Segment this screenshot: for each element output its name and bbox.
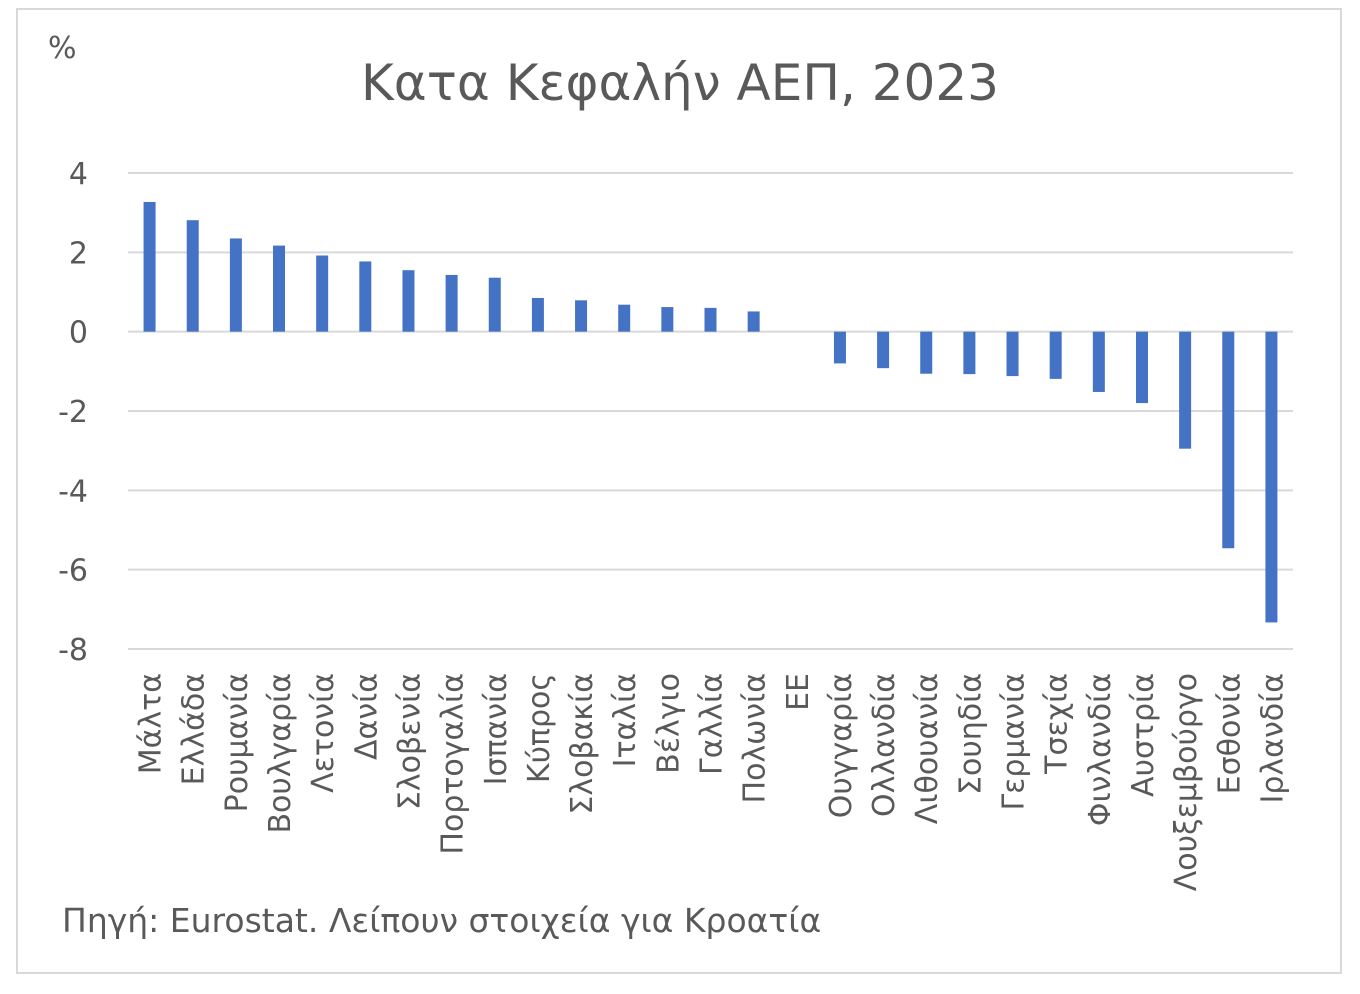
x-tick-label: Ρουμανία	[220, 673, 255, 812]
bar	[661, 307, 674, 332]
bar	[531, 297, 544, 332]
x-tick-label: Σουηδία	[953, 673, 988, 795]
x-tick-label: Γαλλία	[695, 673, 730, 775]
bar	[273, 245, 286, 332]
bar	[963, 331, 976, 375]
x-tick-label: Μάλτα	[134, 673, 169, 774]
bar	[143, 201, 156, 332]
bar	[488, 277, 501, 332]
x-tick-label: Λετονία	[306, 673, 341, 793]
bar	[704, 307, 717, 332]
bar	[1092, 331, 1105, 392]
y-axis-unit-label: %	[48, 31, 77, 66]
x-tick-label: Εσθονία	[1212, 673, 1247, 794]
x-tick-label: Ισπανία	[479, 673, 514, 785]
bar	[1222, 331, 1235, 549]
x-tick-label: Αυστρία	[1126, 673, 1161, 797]
y-tick-label: 4	[69, 157, 88, 192]
chart-frame	[16, 8, 1342, 974]
bar	[877, 331, 890, 369]
x-tick-label: ΕΕ	[781, 673, 816, 711]
x-tick-label: Βέλγιο	[651, 673, 686, 774]
bar	[1135, 331, 1148, 404]
x-tick-label: Λιθουανία	[910, 673, 945, 824]
bar	[1006, 331, 1019, 377]
x-tick-label: Σλοβακία	[565, 673, 600, 815]
bar	[445, 274, 458, 332]
bar	[1049, 331, 1062, 379]
y-tick-label: 2	[69, 236, 88, 271]
x-tick-label: Ιταλία	[608, 673, 643, 767]
bar	[402, 270, 415, 332]
x-tick-label: Ελλάδα	[177, 673, 212, 785]
bar	[833, 331, 846, 364]
x-tick-label: Δανία	[349, 673, 384, 760]
bar	[229, 238, 242, 332]
bar	[1265, 331, 1278, 623]
bar	[618, 304, 631, 332]
y-tick-label: -2	[58, 395, 88, 430]
x-tick-label: Λουξεμβούργο	[1169, 673, 1204, 891]
bar	[575, 300, 588, 332]
x-tick-label: Πολωνία	[738, 673, 773, 803]
bar	[359, 261, 372, 332]
y-tick-label: -6	[58, 554, 88, 589]
y-tick-label: -4	[58, 474, 88, 509]
x-tick-label: Ολλανδία	[867, 673, 902, 817]
x-tick-label: Ουγγαρία	[824, 673, 859, 818]
bar	[920, 331, 933, 374]
x-tick-label: Φινλανδία	[1083, 673, 1118, 826]
x-tick-label: Ιρλανδία	[1255, 673, 1290, 803]
bar	[1179, 331, 1192, 449]
bar	[186, 220, 199, 332]
x-tick-label: Κύπρος	[522, 673, 557, 783]
x-tick-label: Πορτογαλία	[436, 673, 471, 855]
x-tick-label: Βουλγαρία	[263, 673, 298, 834]
source-note: Πηγή: Eurostat. Λείπουν στοιχεία για Κρο…	[62, 901, 821, 940]
bar	[747, 311, 760, 332]
x-tick-label: Σλοβενία	[392, 673, 427, 810]
x-tick-label: Γερμανία	[997, 673, 1032, 811]
y-tick-label: 0	[69, 316, 88, 351]
bar	[316, 255, 329, 332]
x-tick-label: Τσεχία	[1040, 673, 1075, 775]
y-tick-label: -8	[58, 633, 88, 668]
chart-title: Κατα Κεφαλήν ΑΕΠ, 2023	[361, 54, 999, 112]
